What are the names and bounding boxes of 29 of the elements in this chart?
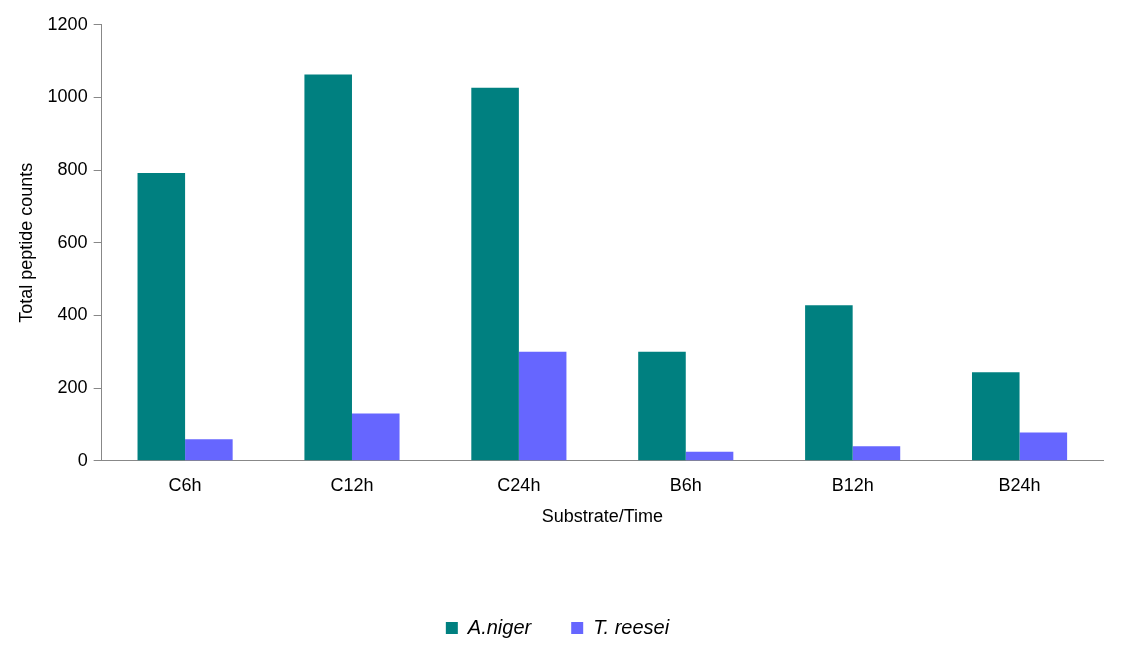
- y-tick-label: 600: [57, 231, 88, 252]
- bar: [638, 351, 686, 461]
- x-tick-label: C6h: [168, 474, 202, 495]
- x-tick-label: B24h: [998, 474, 1041, 495]
- bar: [185, 439, 233, 461]
- bar: [685, 451, 734, 461]
- bar: [971, 372, 1020, 461]
- y-tick-label: 800: [57, 159, 88, 180]
- x-tick-label: B6h: [669, 474, 702, 495]
- x-axis-title: Substrate/Time: [541, 506, 664, 527]
- legend-label: A.niger: [466, 615, 533, 638]
- bar: [304, 74, 352, 461]
- x-tick-label: B12h: [831, 474, 874, 495]
- bar: [1019, 432, 1068, 461]
- bar: [137, 173, 186, 461]
- bar: [518, 351, 567, 461]
- bar: [805, 305, 853, 461]
- y-tick-label: 1000: [47, 86, 88, 107]
- bar: [351, 413, 400, 461]
- bar: [471, 87, 519, 461]
- y-tick-label: 0: [77, 449, 88, 470]
- bar: [852, 446, 901, 461]
- y-tick-label: 1200: [47, 13, 88, 34]
- y-axis-title: Total peptide counts: [15, 162, 36, 323]
- y-tick-label: 200: [57, 377, 88, 398]
- x-tick-label: C24h: [497, 474, 541, 495]
- y-tick-label: 400: [57, 304, 88, 325]
- x-tick-label: C12h: [330, 474, 374, 495]
- legend-label: T. reesei: [593, 615, 670, 638]
